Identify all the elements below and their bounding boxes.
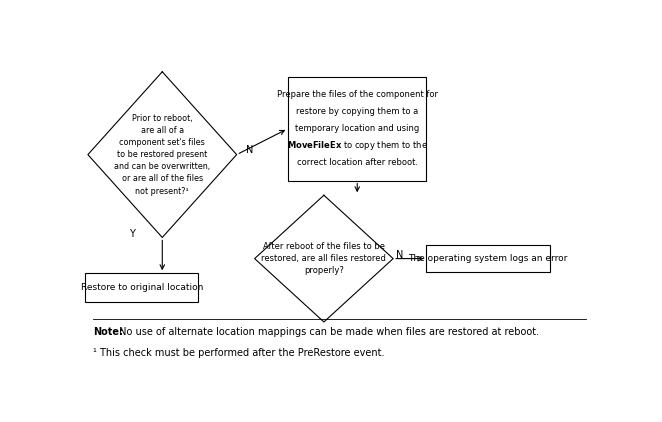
Polygon shape — [255, 195, 393, 322]
Bar — [288, 77, 426, 181]
Text: The operating system logs an error: The operating system logs an error — [408, 254, 568, 263]
Text: Restore to original location: Restore to original location — [81, 283, 203, 292]
Text: Prepare the files of the component for: Prepare the files of the component for — [277, 90, 438, 99]
Text: No use of alternate location mappings can be made when files are restored at reb: No use of alternate location mappings ca… — [116, 327, 540, 337]
Text: N: N — [396, 250, 403, 260]
Text: N: N — [246, 145, 253, 155]
Text: Y: Y — [128, 229, 134, 239]
Bar — [85, 273, 198, 303]
Polygon shape — [88, 72, 237, 238]
Text: ¹ This check must be performed after the PreRestore event.: ¹ This check must be performed after the… — [93, 348, 385, 358]
Text: After reboot of the files to be
restored, are all files restored
properly?: After reboot of the files to be restored… — [261, 242, 387, 275]
Text: temporary location and using: temporary location and using — [295, 124, 419, 133]
Bar — [426, 245, 549, 273]
Text: $\mathbf{MoveFileEx}$ to copy them to the: $\mathbf{MoveFileEx}$ to copy them to th… — [287, 139, 428, 152]
Text: restore by copying them to a: restore by copying them to a — [296, 107, 418, 116]
Text: Note:: Note: — [93, 327, 123, 337]
Text: Prior to reboot,
are all of a
component set's files
to be restored present
and c: Prior to reboot, are all of a component … — [115, 114, 211, 195]
Text: correct location after reboot.: correct location after reboot. — [297, 158, 418, 167]
